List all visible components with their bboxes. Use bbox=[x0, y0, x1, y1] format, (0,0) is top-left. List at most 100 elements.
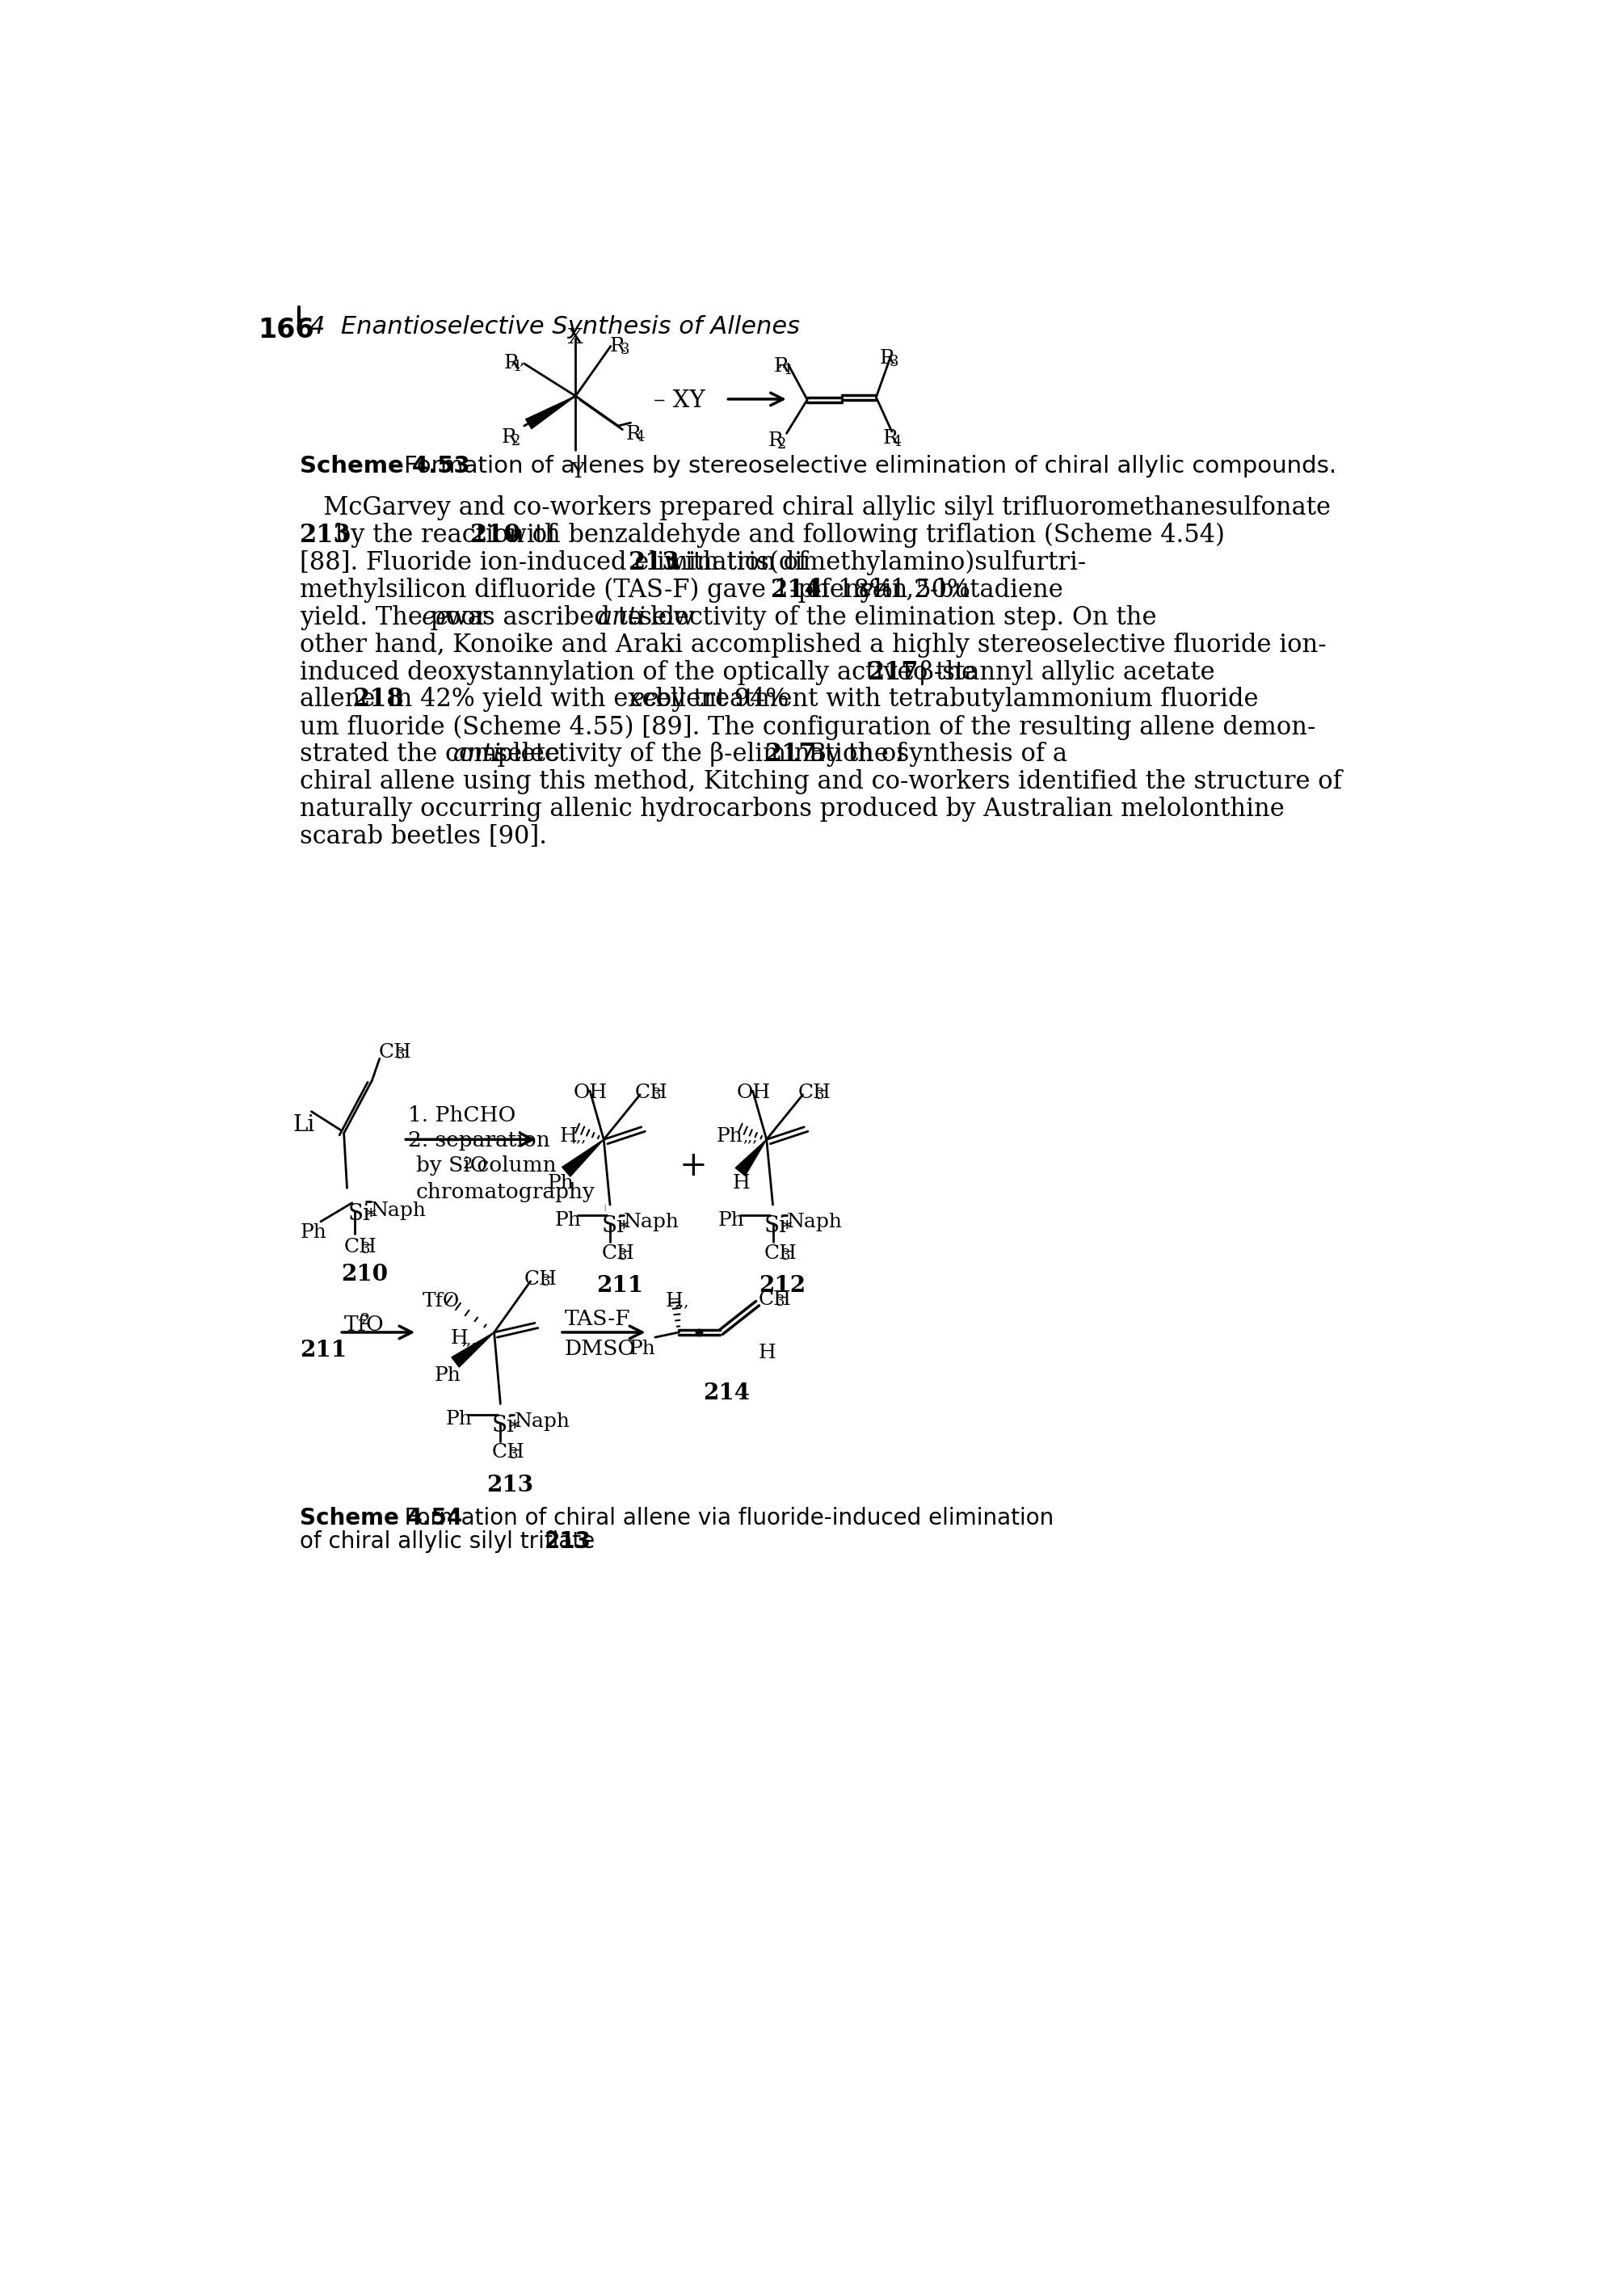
Text: yield. The poor: yield. The poor bbox=[300, 604, 495, 629]
Text: R: R bbox=[502, 428, 516, 446]
Text: 166: 166 bbox=[258, 316, 315, 343]
Text: H: H bbox=[732, 1174, 750, 1193]
Text: O: O bbox=[365, 1314, 383, 1334]
Text: 213: 213 bbox=[544, 1529, 591, 1552]
Text: in 50%: in 50% bbox=[875, 577, 971, 602]
Text: scarab beetles [90].: scarab beetles [90]. bbox=[300, 824, 547, 849]
Text: H: H bbox=[560, 1126, 578, 1144]
Text: 3: 3 bbox=[890, 355, 898, 369]
Polygon shape bbox=[736, 1140, 767, 1177]
Text: chiral allene using this method, Kitching and co-workers identified the structur: chiral allene using this method, Kitchin… bbox=[300, 769, 1341, 794]
Polygon shape bbox=[562, 1140, 604, 1177]
Text: Ph: Ph bbox=[716, 1126, 744, 1144]
Text: -selectivity of the β-elimination of: -selectivity of the β-elimination of bbox=[486, 742, 913, 767]
Text: Ph: Ph bbox=[628, 1339, 656, 1357]
Text: column: column bbox=[471, 1156, 557, 1174]
Text: 3: 3 bbox=[395, 1048, 404, 1062]
Text: 3: 3 bbox=[508, 1447, 518, 1463]
Text: strated the complete: strated the complete bbox=[300, 742, 568, 767]
Text: CH: CH bbox=[601, 1243, 635, 1264]
Text: ee: ee bbox=[422, 604, 450, 629]
Text: 2: 2 bbox=[512, 435, 520, 449]
Text: R: R bbox=[625, 426, 641, 444]
Text: CH: CH bbox=[763, 1243, 797, 1264]
Text: [88]. Fluoride ion-induced elimination of: [88]. Fluoride ion-induced elimination o… bbox=[300, 549, 815, 575]
Text: X: X bbox=[568, 327, 583, 348]
Text: 3: 3 bbox=[619, 1248, 627, 1264]
Text: chromatography: chromatography bbox=[416, 1181, 594, 1202]
Text: R: R bbox=[768, 430, 783, 451]
Text: CH: CH bbox=[797, 1083, 831, 1101]
Text: H: H bbox=[450, 1330, 468, 1348]
Text: Naph: Naph bbox=[515, 1412, 570, 1431]
Polygon shape bbox=[526, 396, 575, 428]
Text: TAS-F: TAS-F bbox=[564, 1309, 630, 1330]
Text: OH: OH bbox=[737, 1083, 770, 1101]
Text: Si: Si bbox=[601, 1215, 624, 1236]
Text: Tf: Tf bbox=[344, 1314, 365, 1334]
Text: Naph: Naph bbox=[786, 1213, 843, 1231]
Text: ee: ee bbox=[859, 577, 888, 602]
Text: R: R bbox=[882, 428, 898, 449]
Text: +: + bbox=[679, 1149, 706, 1183]
Text: .: . bbox=[568, 1529, 575, 1552]
Text: DMSO: DMSO bbox=[564, 1339, 635, 1360]
Text: ,,,: ,,, bbox=[778, 355, 793, 369]
Text: 3: 3 bbox=[651, 1087, 661, 1103]
Text: to the: to the bbox=[895, 659, 976, 684]
Text: 210: 210 bbox=[471, 522, 521, 547]
Text: Si: Si bbox=[348, 1204, 370, 1225]
Text: allene: allene bbox=[300, 687, 383, 712]
Text: 3: 3 bbox=[620, 343, 630, 357]
Text: CH: CH bbox=[492, 1442, 525, 1463]
Text: by SiO: by SiO bbox=[416, 1156, 487, 1174]
Text: CH: CH bbox=[344, 1238, 377, 1257]
Text: R: R bbox=[775, 357, 789, 375]
Text: 218: 218 bbox=[354, 687, 404, 712]
Text: methylsilicon difluoride (TAS-F) gave 1-phenyl-1,2-butadiene: methylsilicon difluoride (TAS-F) gave 1-… bbox=[300, 577, 1072, 602]
Text: 211: 211 bbox=[596, 1275, 643, 1298]
Text: 3: 3 bbox=[361, 1243, 370, 1257]
Text: 4: 4 bbox=[635, 430, 645, 444]
Text: in 42% yield with excellent 94%: in 42% yield with excellent 94% bbox=[382, 687, 797, 712]
Text: *: * bbox=[510, 1419, 520, 1437]
Text: naturally occurring allenic hydrocarbons produced by Australian melolonthine: naturally occurring allenic hydrocarbons… bbox=[300, 797, 1285, 822]
Text: CH: CH bbox=[635, 1083, 667, 1101]
Text: *: * bbox=[781, 1220, 791, 1238]
Polygon shape bbox=[451, 1332, 494, 1367]
Text: Si: Si bbox=[763, 1215, 786, 1236]
Text: by treatment with tetrabutylammonium fluoride: by treatment with tetrabutylammonium flu… bbox=[648, 687, 1259, 712]
Text: 1: 1 bbox=[513, 359, 523, 373]
Text: ,,,: ,,, bbox=[742, 1128, 758, 1144]
Text: Formation of allenes by stereoselective elimination of chiral allylic compounds.: Formation of allenes by stereoselective … bbox=[374, 456, 1337, 478]
Text: H: H bbox=[758, 1344, 776, 1362]
Text: Naph: Naph bbox=[624, 1213, 679, 1231]
Text: 213: 213 bbox=[300, 522, 351, 547]
Text: ,,,: ,,, bbox=[461, 1332, 476, 1346]
Text: McGarvey and co-workers prepared chiral allylic silyl trifluoromethanesulfonate: McGarvey and co-workers prepared chiral … bbox=[300, 494, 1332, 520]
Text: anti: anti bbox=[598, 604, 646, 629]
Text: CH: CH bbox=[378, 1044, 411, 1062]
Text: 213: 213 bbox=[487, 1474, 534, 1497]
Text: with tris(dimethylamino)sulfurtri-: with tris(dimethylamino)sulfurtri- bbox=[656, 549, 1086, 575]
Text: 2: 2 bbox=[463, 1156, 473, 1172]
Text: *: * bbox=[619, 1220, 628, 1238]
Text: Scheme 4.53: Scheme 4.53 bbox=[300, 456, 471, 478]
Text: anti: anti bbox=[453, 742, 502, 767]
Text: ee: ee bbox=[630, 687, 659, 712]
Text: Naph: Naph bbox=[370, 1202, 427, 1220]
Text: CH: CH bbox=[758, 1291, 791, 1309]
Text: 211: 211 bbox=[300, 1339, 348, 1362]
Text: Li: Li bbox=[292, 1115, 315, 1135]
Text: by the reaction of: by the reaction of bbox=[328, 522, 565, 547]
Text: 217: 217 bbox=[867, 659, 919, 684]
Text: CH: CH bbox=[525, 1270, 557, 1289]
Text: ,,,: ,,, bbox=[674, 1293, 689, 1309]
Text: Y: Y bbox=[570, 462, 585, 481]
Text: R: R bbox=[611, 336, 625, 355]
Text: Formation of chiral allene via fluoride-induced elimination: Formation of chiral allene via fluoride-… bbox=[383, 1506, 1054, 1529]
Text: 3: 3 bbox=[815, 1087, 823, 1103]
Text: with benzaldehyde and following triflation (Scheme 4.54): with benzaldehyde and following triflati… bbox=[499, 522, 1224, 547]
Text: um fluoride (Scheme 4.55) [89]. The configuration of the resulting allene demon-: um fluoride (Scheme 4.55) [89]. The conf… bbox=[300, 714, 1315, 739]
Text: Ph: Ph bbox=[435, 1367, 461, 1385]
